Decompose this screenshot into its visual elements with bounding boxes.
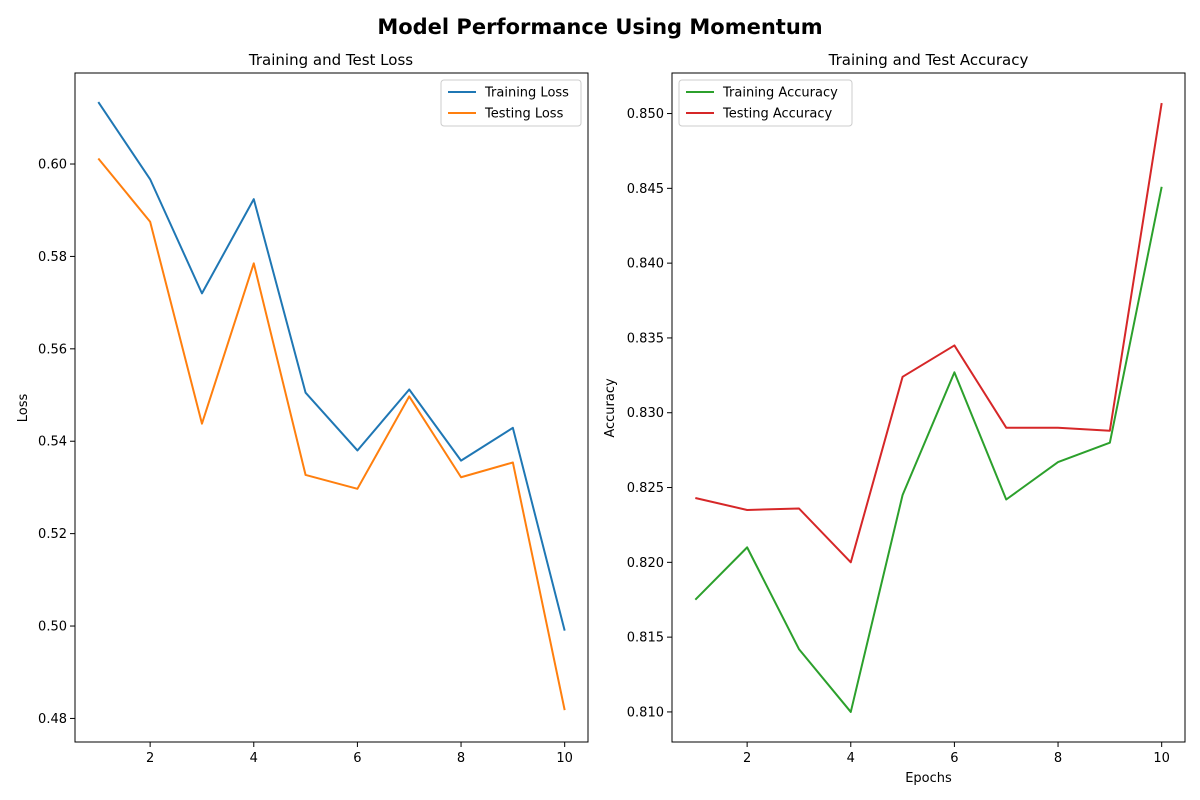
accuracy-axes-frame bbox=[671, 72, 1186, 743]
loss-y-tick-label: 0.58 bbox=[38, 250, 67, 265]
loss-y-tick-label: 0.52 bbox=[38, 527, 67, 542]
accuracy-y-tick-label: 0.825 bbox=[627, 481, 664, 496]
loss-series-line-2 bbox=[97, 157, 566, 711]
accuracy-x-tick-label: 4 bbox=[847, 751, 855, 766]
loss-y-tick-label: 0.56 bbox=[38, 342, 67, 357]
accuracy-y-tick-label: 0.820 bbox=[627, 556, 664, 571]
loss-x-tick-label: 10 bbox=[556, 751, 573, 766]
accuracy-legend-label-2: Testing Accuracy bbox=[722, 107, 832, 122]
loss-y-tick-label: 0.54 bbox=[38, 435, 67, 450]
accuracy-y-tick-label: 0.810 bbox=[627, 705, 664, 720]
accuracy-plot-area: 2 4 6 8 10 0.810 0.815 0.820 0.825 0.830 0.835 0.84… bbox=[627, 72, 1186, 766]
accuracy-y-tick-label: 0.845 bbox=[627, 182, 664, 197]
accuracy-y-tick-label: 0.850 bbox=[627, 107, 664, 122]
loss-y-tick-label: 0.50 bbox=[38, 620, 67, 635]
loss-legend-label-1: Training Loss bbox=[484, 86, 569, 101]
accuracy-series-line-1 bbox=[694, 186, 1163, 713]
accuracy-y-tick-label: 0.830 bbox=[627, 406, 664, 421]
loss-legend-label-2: Testing Loss bbox=[484, 107, 564, 122]
loss-chart-title: Training and Test Loss bbox=[248, 51, 413, 69]
accuracy-y-tick-label: 0.840 bbox=[627, 257, 664, 272]
accuracy-y-axis-label: Accuracy bbox=[603, 378, 618, 438]
loss-legend: Training Loss Testing Loss bbox=[440, 79, 582, 127]
loss-y-axis-label: Loss bbox=[16, 394, 31, 423]
loss-chart: Training and Test Loss Loss 2 4 6 8 10 0.48 0.… bbox=[16, 51, 589, 766]
accuracy-x-tick-label: 6 bbox=[950, 751, 958, 766]
loss-y-tick-label: 0.48 bbox=[38, 712, 67, 727]
accuracy-legend-box bbox=[678, 79, 853, 127]
accuracy-chart: Training and Test Accuracy Epochs Accura… bbox=[603, 51, 1186, 786]
accuracy-y-tick-label: 0.835 bbox=[627, 331, 664, 346]
accuracy-legend-label-1: Training Accuracy bbox=[722, 86, 838, 101]
accuracy-x-tick-label: 2 bbox=[743, 751, 751, 766]
figure-title: Model Performance Using Momentum bbox=[377, 15, 822, 39]
loss-series-line-1 bbox=[97, 101, 566, 631]
loss-x-tick-label: 4 bbox=[250, 751, 258, 766]
accuracy-y-tick-label: 0.815 bbox=[627, 631, 664, 646]
loss-x-tick-label: 2 bbox=[146, 751, 154, 766]
loss-y-tick-label: 0.60 bbox=[38, 158, 67, 173]
accuracy-legend: Training Accuracy Testing Accuracy bbox=[678, 79, 853, 127]
loss-axes-frame bbox=[74, 72, 589, 743]
accuracy-chart-title: Training and Test Accuracy bbox=[828, 51, 1029, 69]
accuracy-x-tick-label: 8 bbox=[1054, 751, 1062, 766]
accuracy-x-tick-label: 10 bbox=[1153, 751, 1170, 766]
loss-plot-area: 2 4 6 8 10 0.48 0.50 0.52 0.54 0.56 0.58 0.60 bbox=[38, 72, 589, 766]
loss-x-tick-label: 6 bbox=[353, 751, 361, 766]
accuracy-x-axis-label: Epochs bbox=[905, 771, 952, 786]
loss-x-tick-label: 8 bbox=[457, 751, 465, 766]
accuracy-series-line-2 bbox=[695, 102, 1163, 564]
